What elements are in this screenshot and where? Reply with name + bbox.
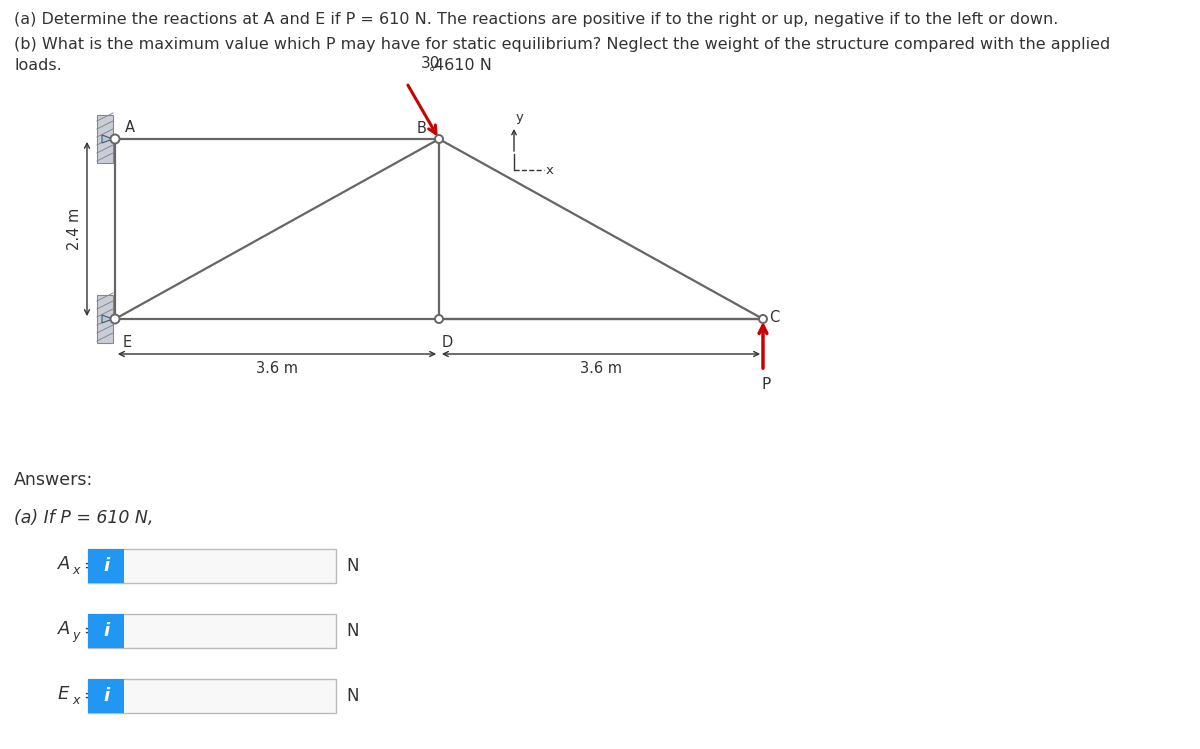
Text: (a) Determine the reactions at A and E if P = 610 N. The reactions are positive : (a) Determine the reactions at A and E i… <box>14 12 1058 27</box>
Text: y: y <box>516 111 524 124</box>
Text: A: A <box>58 620 71 638</box>
Text: x: x <box>546 163 554 177</box>
Circle shape <box>436 315 443 323</box>
Circle shape <box>110 135 120 144</box>
Circle shape <box>760 315 767 323</box>
Text: B: B <box>418 121 427 136</box>
Bar <box>97 295 113 343</box>
Text: loads.: loads. <box>14 58 61 73</box>
Polygon shape <box>102 135 113 143</box>
Text: P: P <box>761 377 770 392</box>
Text: (a) If P = 610 N,: (a) If P = 610 N, <box>14 509 154 527</box>
Text: i: i <box>103 687 109 705</box>
Circle shape <box>436 135 443 143</box>
Text: A: A <box>58 555 71 573</box>
FancyBboxPatch shape <box>88 549 124 583</box>
Text: x: x <box>72 565 79 577</box>
Text: C: C <box>769 311 779 326</box>
Text: i: i <box>103 622 109 640</box>
Text: E: E <box>124 335 132 350</box>
Text: N: N <box>346 687 359 705</box>
Text: A: A <box>125 120 134 135</box>
FancyBboxPatch shape <box>88 614 124 648</box>
Text: 4610 N: 4610 N <box>434 58 492 73</box>
FancyBboxPatch shape <box>88 549 336 583</box>
Circle shape <box>110 315 120 324</box>
Text: 3.6 m: 3.6 m <box>580 361 622 376</box>
Text: Answers:: Answers: <box>14 471 94 489</box>
Text: y: y <box>72 629 79 643</box>
Text: =: = <box>83 557 98 575</box>
Text: 3.6 m: 3.6 m <box>256 361 298 376</box>
FancyBboxPatch shape <box>88 679 124 713</box>
FancyBboxPatch shape <box>88 614 336 648</box>
FancyBboxPatch shape <box>88 679 336 713</box>
Text: (b) What is the maximum value which P may have for static equilibrium? Neglect t: (b) What is the maximum value which P ma… <box>14 37 1110 52</box>
Text: N: N <box>346 622 359 640</box>
Text: 2.4 m: 2.4 m <box>67 208 82 250</box>
Text: °: ° <box>428 66 434 79</box>
Bar <box>97 115 113 163</box>
Text: N: N <box>346 557 359 575</box>
Text: D: D <box>442 335 454 350</box>
Text: =: = <box>83 687 98 705</box>
Text: E: E <box>58 685 70 703</box>
Text: =: = <box>83 622 98 640</box>
Text: 30: 30 <box>420 55 440 70</box>
Text: i: i <box>103 557 109 575</box>
Polygon shape <box>102 315 113 323</box>
Text: x: x <box>72 694 79 708</box>
